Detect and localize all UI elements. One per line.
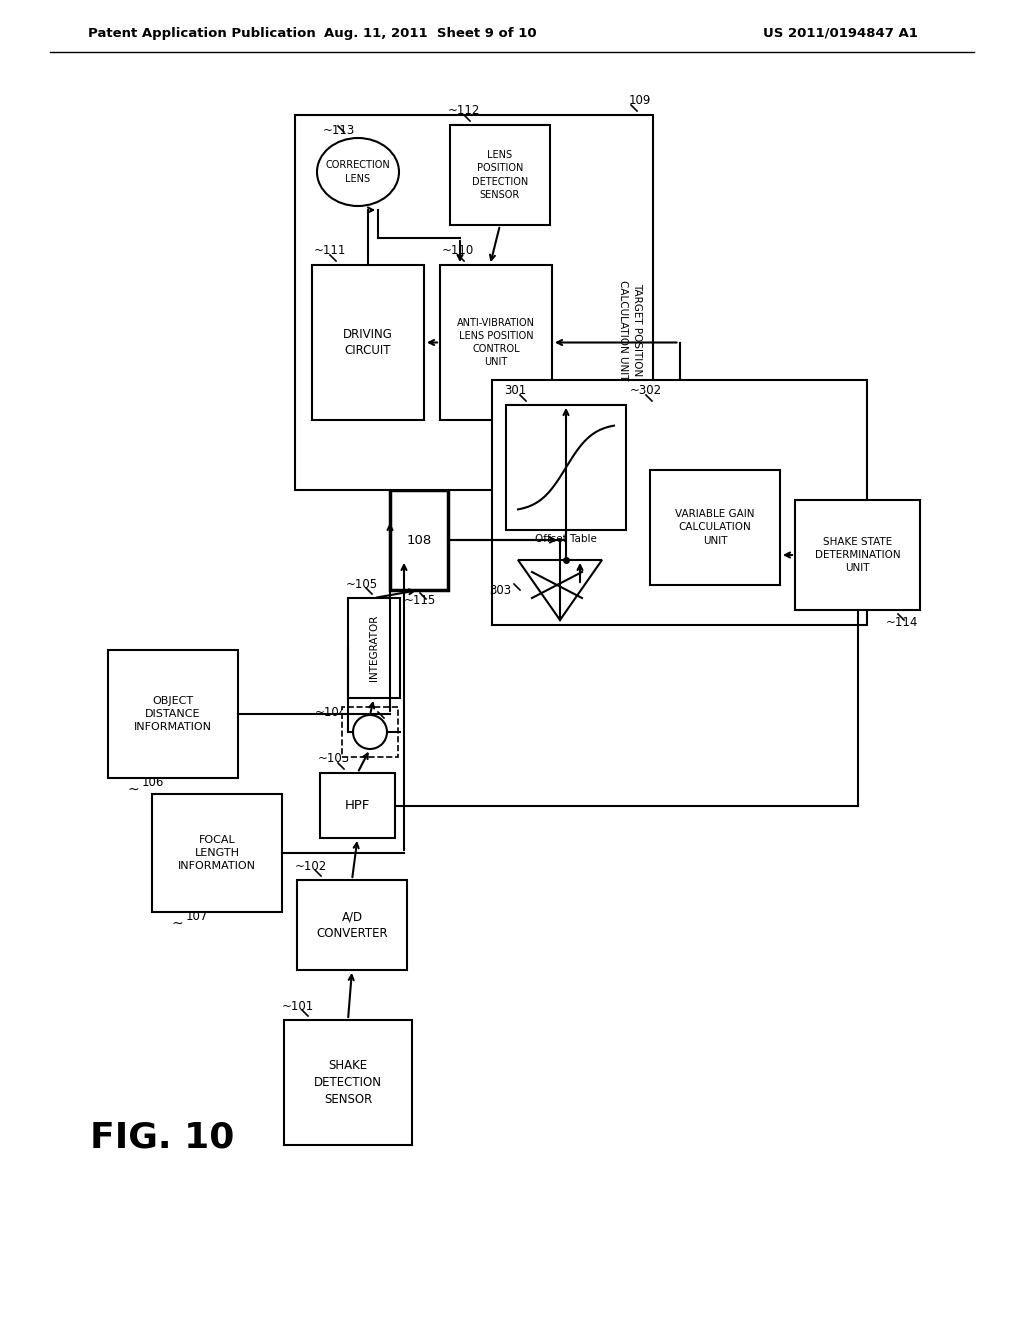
Bar: [297, 880, 407, 970]
Text: −: −: [364, 718, 377, 734]
Text: 303: 303: [488, 583, 511, 597]
Text: SHAKE STATE
DETERMINATION
UNIT: SHAKE STATE DETERMINATION UNIT: [815, 537, 900, 573]
Text: VARIABLE GAIN
CALCULATION
UNIT: VARIABLE GAIN CALCULATION UNIT: [675, 510, 755, 545]
Text: Aug. 11, 2011  Sheet 9 of 10: Aug. 11, 2011 Sheet 9 of 10: [324, 26, 537, 40]
Text: ~302: ~302: [630, 384, 663, 397]
Bar: [390, 490, 449, 590]
Text: INTEGRATOR: INTEGRATOR: [369, 615, 379, 681]
Text: ~112: ~112: [449, 104, 480, 117]
Text: ~103: ~103: [318, 752, 350, 766]
Bar: [795, 500, 920, 610]
Text: ~101: ~101: [282, 999, 314, 1012]
Text: ~: ~: [127, 783, 139, 797]
Polygon shape: [518, 560, 602, 620]
Bar: [650, 470, 780, 585]
Text: FIG. 10: FIG. 10: [90, 1121, 234, 1155]
Bar: [492, 380, 867, 624]
Text: ~102: ~102: [295, 859, 328, 873]
Text: FOCAL
LENGTH
INFORMATION: FOCAL LENGTH INFORMATION: [178, 834, 256, 871]
Text: ~105: ~105: [346, 578, 378, 590]
Text: 106: 106: [142, 776, 165, 788]
Text: +: +: [364, 730, 377, 746]
Text: 108: 108: [407, 533, 432, 546]
Text: ~113: ~113: [323, 124, 355, 136]
Text: ANTI-VIBRATION
LENS POSITION
CONTROL
UNIT: ANTI-VIBRATION LENS POSITION CONTROL UNI…: [457, 318, 535, 367]
Text: HPF: HPF: [345, 799, 371, 812]
Text: 107: 107: [186, 909, 208, 923]
Text: ~114: ~114: [886, 615, 918, 628]
Text: Offset Table: Offset Table: [536, 535, 597, 544]
Bar: [348, 598, 400, 698]
Bar: [450, 125, 550, 224]
Bar: [440, 265, 552, 420]
Bar: [284, 1020, 412, 1144]
Ellipse shape: [317, 139, 399, 206]
Text: ~111: ~111: [314, 244, 346, 257]
Text: LENS
POSITION
DETECTION
SENSOR: LENS POSITION DETECTION SENSOR: [472, 150, 528, 199]
Text: OBJECT
DISTANCE
INFORMATION: OBJECT DISTANCE INFORMATION: [134, 696, 212, 733]
Text: Patent Application Publication: Patent Application Publication: [88, 26, 315, 40]
Text: ~110: ~110: [442, 244, 474, 257]
Bar: [108, 649, 238, 777]
Circle shape: [353, 715, 387, 748]
Bar: [506, 405, 626, 531]
Bar: [295, 115, 653, 490]
Text: ~115: ~115: [404, 594, 436, 606]
Text: ~104: ~104: [315, 705, 347, 718]
Text: US 2011/0194847 A1: US 2011/0194847 A1: [763, 26, 918, 40]
Text: DRIVING
CIRCUIT: DRIVING CIRCUIT: [343, 327, 393, 358]
Text: 301: 301: [504, 384, 526, 397]
Text: ~: ~: [171, 917, 183, 931]
Bar: [319, 774, 395, 838]
Text: CORRECTION
LENS: CORRECTION LENS: [326, 161, 390, 183]
Bar: [312, 265, 424, 420]
Text: TARGET POSITION
CALCULATION UNIT: TARGET POSITION CALCULATION UNIT: [618, 280, 642, 380]
Bar: [152, 795, 282, 912]
Text: SHAKE
DETECTION
SENSOR: SHAKE DETECTION SENSOR: [314, 1059, 382, 1106]
Text: A/D
CONVERTER: A/D CONVERTER: [316, 909, 388, 940]
Bar: [342, 708, 398, 756]
Text: 109: 109: [629, 95, 651, 107]
